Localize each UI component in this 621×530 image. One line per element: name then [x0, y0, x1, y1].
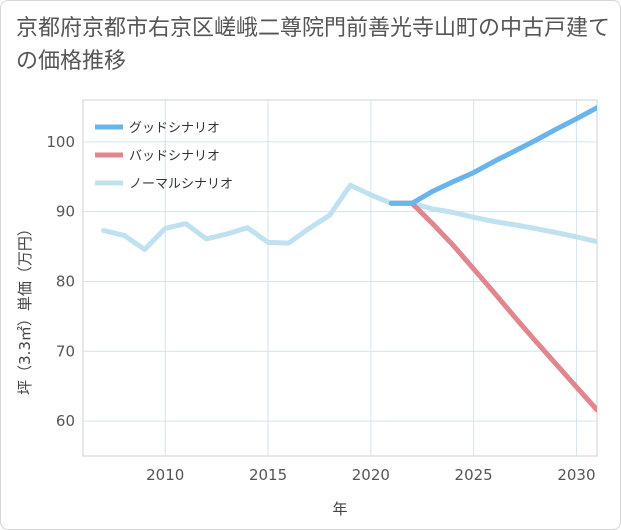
y-axis-label: 坪（3.3㎡）単価（万円）	[16, 221, 34, 395]
y-tick-label: 80	[56, 272, 75, 290]
x-tick-label: 2015	[249, 466, 287, 484]
grid-lines	[82, 99, 598, 457]
y-tick-label: 70	[56, 342, 75, 360]
x-tick-label: 2030	[557, 466, 595, 484]
series-line-2	[101, 182, 597, 252]
y-tick-labels: 60 70 80 90 100	[46, 133, 75, 430]
legend-label: ノーマルシナリオ	[129, 177, 233, 192]
x-axis-label: 年	[332, 500, 347, 518]
y-tick-label: 60	[56, 412, 75, 430]
legend-label: グッドシナリオ	[129, 121, 220, 136]
series-line-0	[388, 105, 597, 206]
series-line-1	[388, 200, 597, 413]
legend-label: バッドシナリオ	[129, 149, 220, 164]
x-tick-label: 2010	[146, 466, 184, 484]
y-tick-label: 100	[46, 133, 75, 151]
x-tick-labels: 2010 2015 2020 2025 2030	[146, 466, 595, 484]
x-tick-label: 2025	[455, 466, 493, 484]
plot-area-border	[82, 99, 598, 457]
chart-title: 京都府京都市右京区嵯峨二尊院門前善光寺山町の中古戸建ての価格推移	[16, 16, 611, 74]
series-lines	[101, 105, 597, 413]
x-tick-label: 2020	[352, 466, 390, 484]
y-tick-label: 90	[56, 203, 75, 221]
